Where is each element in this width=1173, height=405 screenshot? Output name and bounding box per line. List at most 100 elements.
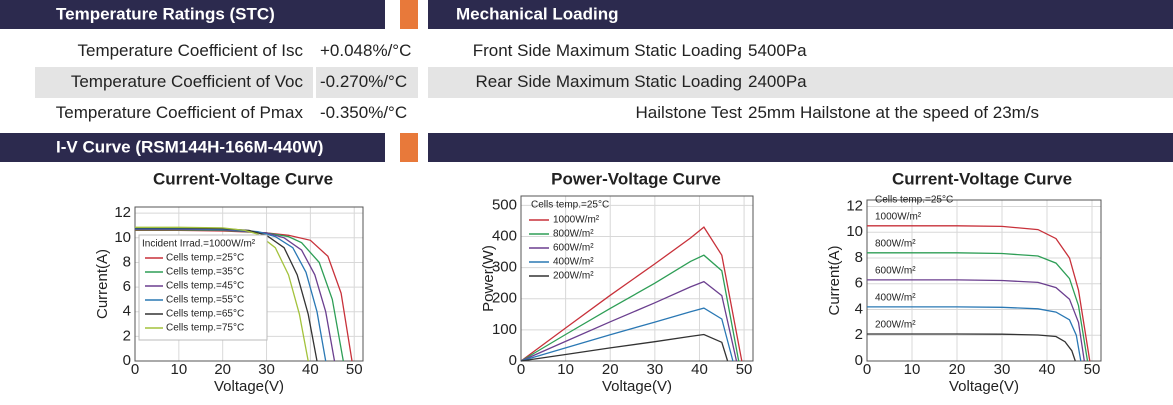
x-tick-label: 40 (302, 361, 319, 378)
y-tick-label: 2 (855, 326, 863, 343)
x-tick-label: 0 (131, 361, 139, 378)
x-tick-label: 10 (557, 361, 574, 378)
x-tick-label: 30 (994, 361, 1011, 378)
legend-label: Cells temp.=25°C (166, 253, 244, 264)
row-value: -0.270%/°C (320, 72, 407, 91)
y-tick-label: 100 (492, 321, 517, 338)
series-label: 400W/m² (875, 293, 916, 304)
x-axis-label: Voltage(V) (602, 378, 672, 395)
legend-label: Cells temp.=65°C (166, 309, 244, 320)
y-axis-label: Current(A) (94, 249, 111, 319)
y-tick-label: 10 (846, 223, 863, 240)
y-tick-label: 6 (855, 275, 863, 292)
plot-frame (520, 195, 754, 362)
y-tick-label: 12 (846, 197, 863, 214)
series-label: 600W/m² (875, 265, 916, 276)
section-title: Mechanical Loading (456, 4, 618, 23)
x-tick-label: 40 (1039, 361, 1056, 378)
y-tick-label: 0 (123, 352, 131, 369)
header-bar (0, 133, 385, 162)
y-tick-label: 8 (855, 249, 863, 266)
y-tick-label: 10 (114, 229, 131, 246)
legend-label: Cells temp.=55°C (166, 295, 244, 306)
chart-title: Current-Voltage Curve (892, 169, 1072, 188)
legend-label: 600W/m² (553, 243, 594, 254)
x-axis-label: Voltage(V) (214, 378, 284, 395)
row-value: 25mm Hailstone at the speed of 23m/s (748, 103, 1039, 122)
row-band (316, 67, 418, 98)
y-tick-label: 500 (492, 196, 517, 213)
x-tick-label: 10 (171, 361, 188, 378)
row-value: 2400Pa (748, 72, 807, 91)
series-line (520, 280, 738, 362)
series-line (520, 226, 743, 362)
annotation: Cells temp.=25°C (531, 200, 609, 211)
row-label: Front Side Maximum Static Loading (473, 41, 742, 60)
legend-label: 1000W/m² (553, 215, 600, 226)
series-line (867, 279, 1085, 362)
legend-label: 200W/m² (553, 271, 594, 282)
series-line (135, 226, 309, 362)
header-bar (428, 0, 1173, 29)
legend-label: 800W/m² (553, 229, 594, 240)
y-tick-label: 12 (114, 204, 131, 221)
row-label: Hailstone Test (636, 103, 743, 122)
x-tick-label: 20 (949, 361, 966, 378)
y-tick-label: 4 (123, 303, 131, 320)
row-value: +0.048%/°C (320, 41, 411, 60)
series-line (135, 227, 327, 362)
x-tick-label: 50 (1084, 361, 1101, 378)
annotation: Incident Irrad.=1000W/m² (142, 239, 256, 250)
row-value: 5400Pa (748, 41, 807, 60)
annotation: Cells temp.=25°C (875, 195, 953, 206)
legend-label: 400W/m² (553, 257, 594, 268)
y-tick-label: 0 (509, 352, 517, 369)
row-label: Temperature Coefficient of Voc (71, 72, 304, 91)
y-tick-label: 8 (123, 253, 131, 270)
series-label: 800W/m² (875, 238, 916, 249)
x-tick-label: 30 (258, 361, 275, 378)
header-bar (0, 0, 385, 29)
x-tick-label: 20 (602, 361, 619, 378)
row-label: Rear Side Maximum Static Loading (476, 72, 742, 91)
series-line (867, 252, 1089, 362)
y-tick-label: 6 (123, 278, 131, 295)
row-band (428, 67, 1173, 98)
y-tick-label: 400 (492, 227, 517, 244)
legend-label: Cells temp.=75°C (166, 323, 244, 334)
legend-box (138, 234, 268, 341)
legend-label: Cells temp.=35°C (166, 267, 244, 278)
series-label: 1000W/m² (875, 211, 922, 222)
plot-frame (134, 206, 364, 362)
x-tick-label: 0 (517, 361, 525, 378)
series-line (867, 306, 1082, 362)
y-axis-label: Power(W) (480, 245, 497, 312)
series-line (867, 225, 1091, 362)
x-tick-label: 40 (691, 361, 708, 378)
y-tick-label: 0 (855, 352, 863, 369)
section-title: I-V Curve (RSM144H-166M-440W) (56, 137, 323, 156)
x-tick-label: 30 (647, 361, 664, 378)
header-bar (428, 133, 1173, 162)
x-tick-label: 20 (214, 361, 231, 378)
x-tick-label: 0 (863, 361, 871, 378)
chart-title: Power-Voltage Curve (551, 169, 721, 188)
series-line (520, 307, 734, 362)
row-label: Temperature Coefficient of Isc (77, 41, 303, 60)
y-tick-label: 300 (492, 259, 517, 276)
legend-label: Cells temp.=45°C (166, 281, 244, 292)
accent-block (400, 0, 418, 29)
x-tick-label: 50 (346, 361, 363, 378)
chart-title: Current-Voltage Curve (153, 169, 333, 188)
y-axis-label: Current(A) (826, 245, 843, 315)
series-line (867, 333, 1076, 362)
series-line (520, 333, 729, 362)
x-axis-label: Voltage(V) (949, 378, 1019, 395)
row-band (35, 67, 313, 98)
section-title: Temperature Ratings (STC) (56, 4, 275, 23)
accent-block (400, 133, 418, 162)
series-line (520, 254, 740, 362)
y-tick-label: 2 (123, 327, 131, 344)
